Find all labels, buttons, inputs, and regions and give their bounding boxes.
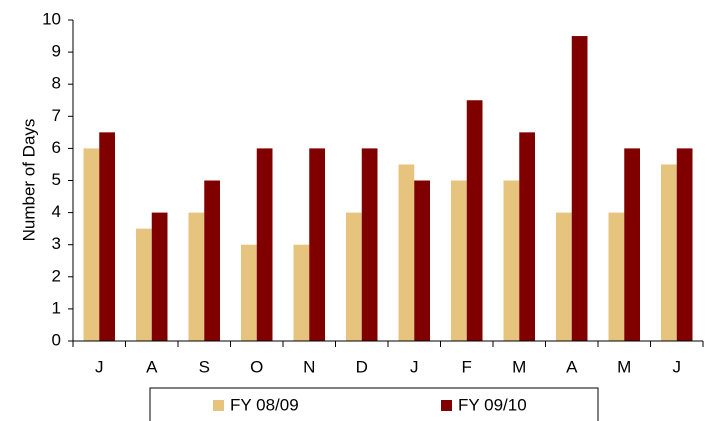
bar bbox=[151, 212, 168, 341]
bar bbox=[83, 148, 100, 341]
legend-swatch bbox=[213, 400, 224, 411]
y-tick-label: 6 bbox=[52, 138, 61, 157]
x-tick-label: F bbox=[462, 357, 472, 376]
bar bbox=[346, 212, 362, 341]
bar bbox=[519, 132, 535, 341]
bar bbox=[136, 228, 152, 341]
x-tick-label: O bbox=[250, 357, 263, 376]
y-tick-label: 2 bbox=[52, 266, 61, 285]
bar bbox=[99, 132, 115, 341]
legend-swatch bbox=[441, 400, 452, 411]
bar bbox=[571, 36, 588, 342]
legend-label: FY 09/10 bbox=[458, 395, 527, 414]
x-tick-label: J bbox=[673, 357, 682, 376]
y-tick-label: 10 bbox=[42, 9, 61, 28]
legend-box bbox=[149, 387, 599, 421]
bar bbox=[503, 180, 520, 341]
bar bbox=[293, 244, 310, 341]
bar bbox=[204, 180, 220, 341]
y-axis-label: Number of Days bbox=[19, 119, 38, 242]
x-tick-label: A bbox=[566, 357, 578, 376]
x-tick-label: D bbox=[356, 357, 368, 376]
bar bbox=[466, 100, 483, 341]
y-tick-label: 4 bbox=[52, 202, 61, 221]
x-tick-label: N bbox=[303, 357, 315, 376]
bar bbox=[556, 212, 572, 341]
x-tick-label: J bbox=[410, 357, 419, 376]
y-tick-label: 9 bbox=[52, 42, 61, 61]
y-tick-label: 0 bbox=[52, 330, 61, 349]
bar bbox=[624, 148, 640, 341]
bar bbox=[398, 164, 415, 341]
bar bbox=[676, 148, 693, 341]
x-tick-label: A bbox=[146, 357, 158, 376]
x-tick-label: M bbox=[512, 357, 526, 376]
y-tick-label: 5 bbox=[52, 170, 61, 189]
y-tick-label: 8 bbox=[52, 74, 61, 93]
bar bbox=[188, 212, 205, 341]
x-tick-label: S bbox=[199, 357, 210, 376]
y-tick-label: 1 bbox=[52, 298, 61, 317]
y-tick-label: 3 bbox=[52, 234, 61, 253]
bar bbox=[608, 212, 625, 341]
bar bbox=[309, 148, 325, 341]
bar bbox=[361, 148, 378, 341]
bar bbox=[451, 180, 467, 341]
x-tick-label: M bbox=[617, 357, 631, 376]
y-tick-label: 7 bbox=[52, 106, 61, 125]
bar bbox=[241, 244, 257, 341]
legend-label: FY 08/09 bbox=[230, 395, 299, 414]
bar bbox=[256, 148, 273, 341]
bar bbox=[414, 180, 430, 341]
x-tick-label: J bbox=[95, 357, 104, 376]
bar bbox=[661, 164, 677, 341]
